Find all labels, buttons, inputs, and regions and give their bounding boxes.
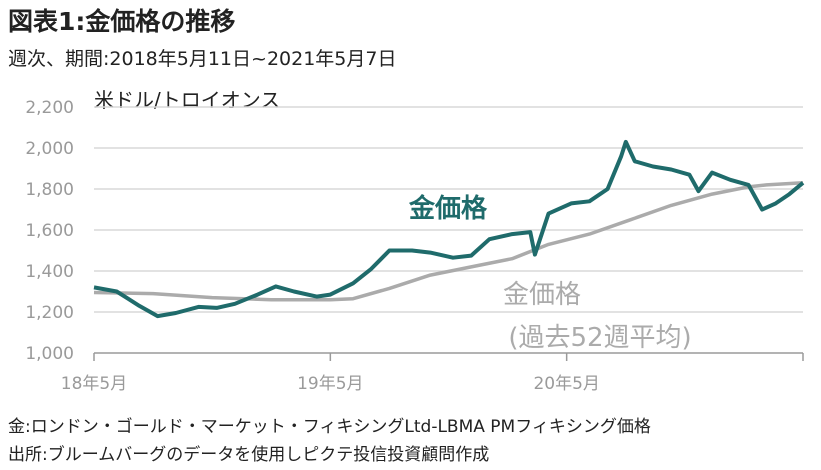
y-tick-label: 2,200 [25, 98, 74, 118]
chart-subtitle: 週次、期間:2018年5月11日~2021年5月7日 [8, 48, 397, 70]
moving-average-series-label: 金価格 [503, 280, 581, 310]
source-note-origin: 出所:ブルームバーグのデータを使用しピクテ投信投資顧問作成 [8, 445, 490, 465]
x-tick-label: 20年5月 [533, 374, 599, 394]
y-tick-label: 1,400 [25, 262, 74, 282]
y-axis-unit-label: 米ドル/トロイオンス [94, 88, 281, 112]
x-axis: 18年5月 19年5月 20年5月 [61, 352, 804, 394]
y-tick-label: 1,800 [25, 180, 74, 200]
chart-title: 図表1:金価格の推移 [8, 7, 236, 36]
y-tick-label: 1,200 [25, 303, 74, 323]
gridlines [94, 106, 803, 313]
y-axis-ticks: 1,000 1,200 1,400 1,600 1,800 2,000 2,200 [25, 98, 74, 364]
y-tick-label: 1,000 [25, 344, 74, 364]
gold-series-label: 金価格 [408, 193, 488, 224]
source-note-gold: 金:ロンドン・ゴールド・マーケット・フィキシングLtd-LBMA PMフィキシン… [8, 417, 651, 437]
x-tick-label: 19年5月 [297, 374, 363, 394]
y-tick-label: 1,600 [25, 221, 74, 241]
gold-price-line [93, 139, 805, 319]
series-lines [93, 139, 805, 319]
moving-average-line [93, 181, 804, 302]
x-tick-label: 18年5月 [61, 374, 127, 394]
y-tick-label: 2,000 [25, 139, 74, 159]
moving-average-series-sublabel: (過去52週平均) [508, 323, 691, 353]
